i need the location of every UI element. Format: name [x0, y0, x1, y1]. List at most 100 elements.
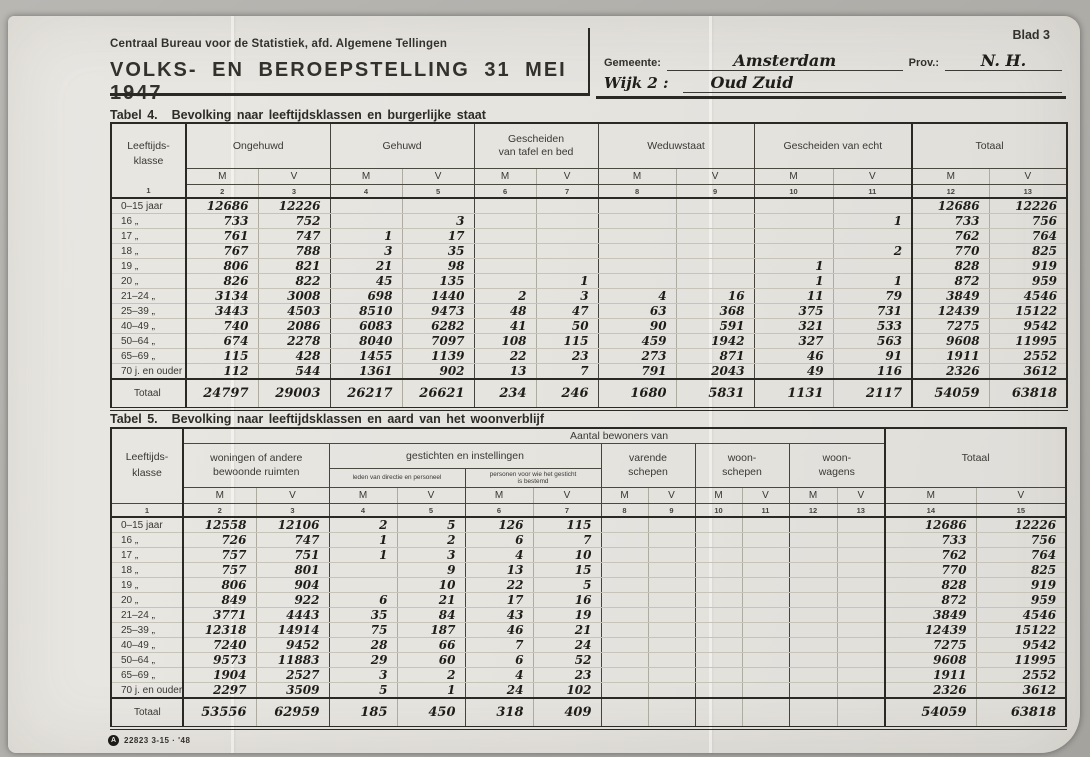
- table4-cell: 48: [473, 303, 537, 319]
- col-leeftijdsklasse: Leeftijds- klasse: [111, 428, 183, 504]
- table5-row: 16 „ 726 747 1 2 6 7 733 756: [111, 532, 1067, 548]
- table5-row: 19 „ 806 904 10 22 5 828 919: [111, 577, 1067, 593]
- table5-cell: [741, 667, 789, 683]
- mv-header: V: [257, 168, 331, 185]
- table5-cell: 35: [328, 607, 397, 623]
- table4-cell: [535, 243, 599, 259]
- table4-total-cell: 1680: [597, 379, 677, 411]
- table4-cell: [675, 243, 755, 259]
- mv-header: V: [401, 168, 475, 185]
- table4-cell: 9473: [401, 303, 475, 319]
- group-totaal: Totaal: [911, 123, 1068, 169]
- table4-cell: 8040: [329, 333, 403, 349]
- table4-row: 70 j. en ouder 112 544 1361 902 13 7 791 2043 49 1…: [111, 363, 1068, 380]
- table5-cell: 66: [396, 637, 465, 653]
- table4-cell: 533: [832, 318, 913, 334]
- group-gescheiden-tafel-bed: Gescheiden van tafel en bed: [473, 123, 599, 169]
- table5-cell: 2326: [884, 682, 977, 699]
- table5-title: Tabel 5. Bevolking naar leeftijdsklassen …: [110, 412, 545, 426]
- table5-row: 50–64 „ 9573 11883 29 60 6 52 9608 11995: [111, 652, 1067, 668]
- sheet-number: Blad 3: [1012, 28, 1050, 42]
- table4-cell: 108: [473, 333, 537, 349]
- table5-total-cell: [600, 698, 648, 730]
- table4-cell: [597, 198, 677, 214]
- table4-cell: [832, 258, 913, 274]
- table4-cell: 733: [911, 213, 990, 229]
- table4-row: 17 „ 761 747 1 17 762 764: [111, 228, 1068, 244]
- mv-header: V: [396, 487, 465, 504]
- table4-cell: 762: [911, 228, 990, 244]
- table5-cell: [741, 547, 789, 563]
- table5-cell: 904: [255, 577, 329, 593]
- table5-cell: 7275: [884, 637, 977, 653]
- table5-cell: 15: [532, 562, 601, 578]
- table5-cell: [836, 532, 886, 548]
- table4-cell: 116: [832, 363, 913, 380]
- table4-cell: 1361: [329, 363, 403, 380]
- subgroup-leden: leden van directie en personeel: [328, 468, 465, 488]
- table5-cell: 75: [328, 622, 397, 638]
- table5-cell: 4: [464, 667, 533, 683]
- table5-cell: 14914: [255, 622, 329, 638]
- table5-cell: 2527: [255, 667, 329, 683]
- table5-cell: 4443: [255, 607, 329, 623]
- table5-cell: 7: [464, 637, 533, 653]
- table4-cell: 2: [832, 243, 913, 259]
- mv-header: M: [753, 168, 834, 185]
- table5-cell: 12439: [884, 622, 977, 638]
- mv-header: M: [694, 487, 742, 504]
- col-number: 11: [741, 503, 789, 518]
- table5-cell: [694, 637, 742, 653]
- table5-cell: [788, 547, 837, 563]
- table4-cell: 11: [753, 288, 834, 304]
- table4-cell: [401, 198, 475, 214]
- table4-cell: 764: [988, 228, 1068, 244]
- table5-cell: 9452: [255, 637, 329, 653]
- col-number: 13: [988, 184, 1068, 199]
- col-number: 12: [911, 184, 990, 199]
- table5-cell: 43: [464, 607, 533, 623]
- table5-cell: 764: [975, 547, 1067, 563]
- table4-cell: [753, 213, 834, 229]
- table4-burgerlijke-staat: Leeftijds- klasse Ongehuwd Gehuwd Gesche…: [110, 122, 1069, 411]
- table4-cell: 1: [832, 273, 913, 289]
- table4-cell: 35: [401, 243, 475, 259]
- table5-cell: 726: [182, 532, 256, 548]
- table5-span-row: Leeftijds- klasse Aantal bewoners van To…: [111, 428, 1067, 504]
- table5-header: Leeftijds- klasse Aantal bewoners van To…: [111, 428, 1067, 518]
- table5-cell: [788, 667, 837, 683]
- table5-cell: [788, 607, 837, 623]
- table5-cell: [836, 622, 886, 638]
- table5-cell: [836, 592, 886, 608]
- table4-cell: [329, 213, 403, 229]
- mv-header: V: [832, 168, 913, 185]
- table5-cell: 7240: [182, 637, 256, 653]
- table4-cell: 674: [185, 333, 258, 349]
- mv-header: M: [600, 487, 648, 504]
- table5-cell: [647, 682, 695, 699]
- table4-group-row: Leeftijds- klasse Ongehuwd Gehuwd Gesche…: [111, 123, 1068, 169]
- table4-total-cell: 5831: [675, 379, 755, 411]
- table5-total-cell: [836, 698, 886, 730]
- col-number: 8: [600, 503, 648, 518]
- table4-cell: 79: [832, 288, 913, 304]
- table5-total-cell: 450: [396, 698, 465, 730]
- table4-cell: [473, 273, 537, 289]
- table4-cell: 2326: [911, 363, 990, 380]
- table5-cell: [836, 517, 886, 533]
- table5-cell: [836, 667, 886, 683]
- col-number: 4: [329, 184, 403, 199]
- table5-cell: [647, 652, 695, 668]
- table4-row-label: 21–24 „: [111, 288, 186, 304]
- table5-cell: [694, 562, 742, 578]
- table5-cell: 4546: [975, 607, 1067, 623]
- table4-cell: 90: [597, 318, 677, 334]
- group-gestichten: gestichten en instellingen: [328, 443, 601, 469]
- table4-cell: [597, 273, 677, 289]
- table4-cell: 98: [401, 258, 475, 274]
- table5-cell: 806: [182, 577, 256, 593]
- table5-row: 20 „ 849 922 6 21 17 16 872 959: [111, 592, 1067, 608]
- table4-cell: 8510: [329, 303, 403, 319]
- table4-row: 40–49 „ 740 2086 6083 6282 41 50 90 591 321 533 727…: [111, 318, 1068, 334]
- wijk-value: Oud Zuid: [682, 74, 1062, 93]
